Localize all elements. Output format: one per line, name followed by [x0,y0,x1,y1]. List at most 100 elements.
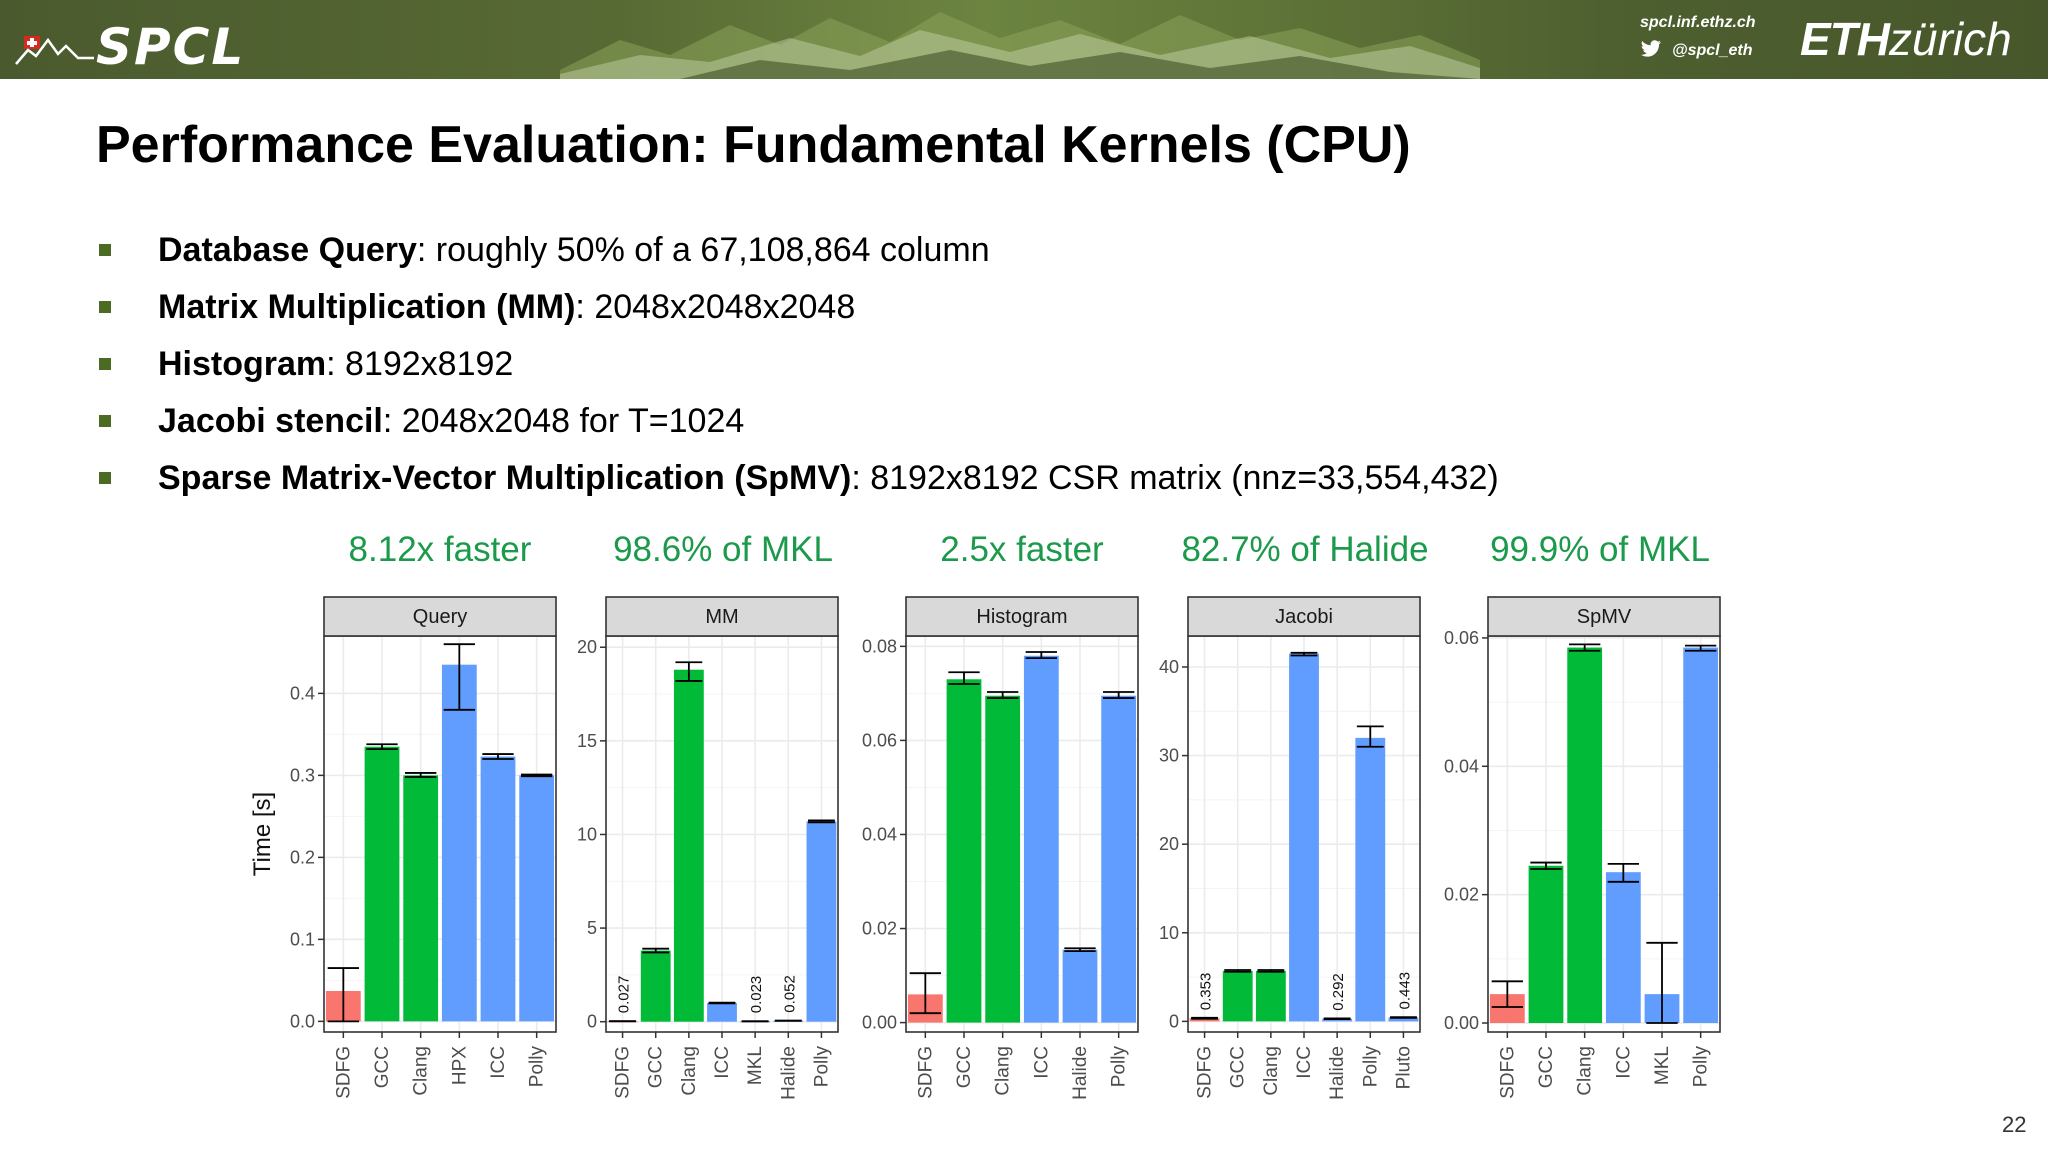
bullet-bold: Jacobi stencil [158,402,383,440]
chart-panel-mm: 0.027 SDFG GCC Clang ICC 0.023 MKL 0.052 Halide P… [577,596,839,1100]
x-tick-label: Clang [1575,1046,1596,1096]
x-tick-label: HPX [449,1046,470,1085]
x-tick-label: GCC [1228,1046,1249,1088]
bar-value-label: 0.292 [1330,973,1347,1011]
chart-panel-jacobi: 0.353 SDFG GCC Clang ICC 0.292 Halide Polly 0.44… [1159,596,1421,1100]
bullet-bold: Matrix Multiplication (MM) [158,288,576,326]
bar-icc [707,1002,737,1022]
bullet-rest: : 8192x8192 CSR matrix (nnz=33,554,432) [851,459,1499,497]
y-tick-label: 0 [587,1012,597,1032]
bullet-rest: : 2048x2048x2048 [575,288,856,326]
bar-gcc [1222,970,1253,1022]
y-tick-label: 0.06 [1444,628,1479,648]
swiss-flag-icon [24,36,40,49]
bar-sdfg [1189,1018,1220,1022]
x-tick-label: Polly [811,1046,832,1088]
y-tick-label: 20 [1159,834,1179,854]
bullet-square-icon [99,301,111,313]
x-tick-label: SDFG [915,1046,936,1099]
x-tick-label: ICC [488,1046,509,1079]
y-tick-label: 30 [1159,746,1179,766]
x-tick-label: MKL [745,1046,766,1085]
bar-polly [519,775,555,1022]
x-tick-label: Clang [1261,1046,1282,1096]
bar-icc [1289,653,1319,1022]
bar-clang [1255,970,1286,1022]
twitter-icon [1640,40,1662,57]
y-tick-label: 15 [577,731,597,751]
bullet-square-icon [99,358,111,370]
bar-value-label: 0.443 [1396,972,1413,1010]
facet-strip [1187,596,1421,637]
y-tick-label: 0.04 [862,824,897,844]
y-tick-label: 5 [587,918,597,938]
bar-halide [1062,949,1098,1023]
bullet-item: Matrix Multiplication (MM): 2048x2048x20… [96,283,1499,340]
y-tick-label: 20 [577,637,597,657]
bullet-square-icon [99,415,111,427]
bar-clang [1567,647,1603,1024]
headline-spmv: 99.9% of MKL [1490,530,1710,569]
x-tick-label: GCC [954,1046,975,1088]
facet-strip-title: SpMV [1577,606,1632,628]
bullet-item: Histogram: 8192x8192 [96,340,1499,397]
bar-value-label: 0.052 [781,975,798,1013]
x-tick-label: ICC [1294,1046,1315,1079]
bar-polly [1683,647,1719,1024]
bar-halide [1322,1018,1353,1022]
eth-zurich-logo[interactable]: ETHzürich [1800,14,2012,64]
x-tick-label: GCC [1536,1046,1557,1088]
y-tick-label: 0.00 [862,1013,897,1033]
y-tick-label: 0.2 [290,847,315,867]
mountain-panorama-image [560,12,1480,79]
facet-strip-title: Histogram [976,606,1067,628]
x-tick-label: GCC [372,1046,393,1088]
bullet-rest: : 8192x8192 [326,345,514,383]
spcl-logo-text: SPCL [96,18,246,76]
chart-panel-histogram: SDFG GCC Clang ICC Halide Polly 0.00 0.02 0.04 0.… [862,596,1139,1100]
y-tick-label: 10 [577,824,597,844]
y-tick-label: 0.00 [1444,1013,1479,1033]
site-url[interactable]: spcl.inf.ethz.ch [1640,14,1756,31]
bar-gcc [640,950,671,1022]
y-tick-label: 0.4 [290,683,315,703]
bar-pluto [1388,1017,1419,1022]
header-banner: SPCL spcl.inf.ethz.ch @spcl_eth ETHzüric… [0,0,2048,79]
x-tick-label: Clang [411,1046,432,1096]
spcl-logo[interactable]: SPCL [10,14,300,72]
y-tick-label: 0.3 [290,765,315,785]
headline-jacobi: 82.7% of Halide [1181,530,1429,569]
bar-polly [1355,737,1386,1022]
facet-strip-title: Jacobi [1275,606,1333,628]
x-tick-label: SDFG [333,1046,354,1099]
bar-icc [1023,655,1059,1023]
y-tick-label: 0.04 [1444,756,1479,776]
bar-value-label: 0.027 [616,976,633,1014]
bar-clang [673,669,704,1022]
facet-strip-title: MM [705,606,738,628]
twitter-handle[interactable]: @spcl_eth [1640,40,1753,60]
x-tick-label: Polly [527,1046,548,1088]
bullet-item: Database Query: roughly 50% of a 67,108,… [96,226,1499,283]
headline-mm: 98.6% of MKL [613,530,833,569]
x-tick-label: SDFG [1497,1046,1518,1099]
y-tick-label: 0.0 [290,1011,315,1031]
bullet-bold: Histogram [158,345,327,383]
x-tick-label: ICC [1613,1046,1634,1079]
chart-panel-query: SDFG GCC Clang HPX ICC Polly 0.0 0.1 0.2 0.3 0.4 Qu… [249,596,557,1099]
bar-clang [985,695,1021,1023]
headline-query: 8.12x faster [348,530,532,569]
y-tick-label: 0.02 [1444,885,1479,905]
facet-strip [905,596,1139,637]
y-axis-title: Time [s] [249,792,276,876]
bar-hpx [441,664,477,1022]
y-tick-label: 0.06 [862,730,897,750]
x-tick-label: ICC [712,1046,733,1079]
y-tick-label: 0.08 [862,636,897,656]
bar-value-label: 0.023 [748,976,765,1014]
bar-polly [806,821,837,1022]
chart-panel-spmv: SDFG GCC Clang ICC MKL Polly 0.00 0.02 0.04 0.06 S… [1444,596,1721,1099]
page-number: 22 [2002,1112,2027,1137]
bar-gcc [1528,865,1564,1024]
